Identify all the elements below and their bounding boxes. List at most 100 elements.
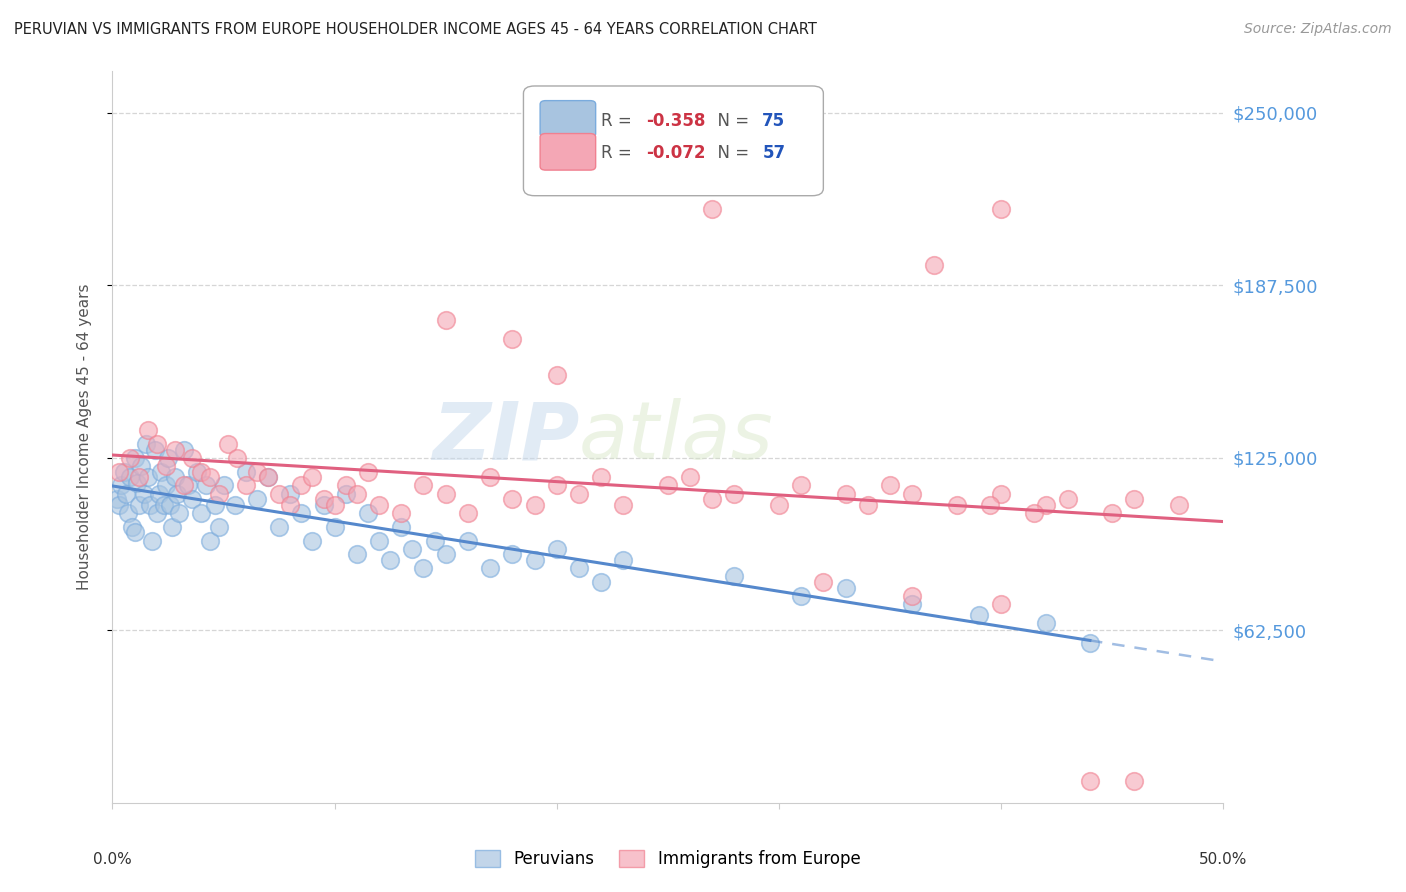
Text: 50.0%: 50.0% <box>1199 853 1247 868</box>
Point <box>173 478 195 492</box>
Point <box>612 498 634 512</box>
Point <box>1078 636 1101 650</box>
Point <box>200 470 222 484</box>
Point <box>679 470 702 484</box>
Text: -0.072: -0.072 <box>645 145 706 162</box>
Point <box>323 520 346 534</box>
Point <box>110 478 132 492</box>
Point <box>267 486 291 500</box>
Point <box>167 506 190 520</box>
Point <box>1101 506 1123 520</box>
Point <box>190 465 212 479</box>
Text: N =: N = <box>707 112 754 130</box>
Point <box>412 478 434 492</box>
Point <box>208 520 231 534</box>
Point <box>157 450 180 465</box>
Point <box>108 465 131 479</box>
Point <box>224 498 246 512</box>
Point <box>546 368 568 382</box>
Point <box>945 498 967 512</box>
Point <box>501 492 523 507</box>
Point <box>312 492 335 507</box>
Point <box>155 458 177 473</box>
Point <box>335 478 357 492</box>
Point <box>357 465 380 479</box>
FancyBboxPatch shape <box>540 134 596 170</box>
Point <box>434 486 457 500</box>
Point <box>389 520 412 534</box>
Point <box>131 458 153 473</box>
Point <box>235 465 257 479</box>
Point <box>1056 492 1078 507</box>
Point <box>879 478 901 492</box>
Point <box>1024 506 1046 520</box>
Point <box>173 442 195 457</box>
Point <box>146 437 169 451</box>
Point <box>834 486 856 500</box>
Point <box>120 450 142 465</box>
Point <box>423 533 446 548</box>
Text: atlas: atlas <box>579 398 773 476</box>
Point <box>346 486 368 500</box>
Point <box>924 258 946 272</box>
Point <box>501 332 523 346</box>
Text: ZIP: ZIP <box>432 398 579 476</box>
Point <box>235 478 257 492</box>
Point <box>112 465 135 479</box>
Point <box>380 553 402 567</box>
Legend: Peruvians, Immigrants from Europe: Peruvians, Immigrants from Europe <box>468 844 868 875</box>
Point <box>568 561 591 575</box>
Point <box>114 486 136 500</box>
Point <box>125 475 148 490</box>
Text: 57: 57 <box>762 145 786 162</box>
Point <box>146 506 169 520</box>
Point <box>979 498 1001 512</box>
Point <box>457 533 479 548</box>
Point <box>434 312 457 326</box>
Point <box>278 498 301 512</box>
Point <box>990 486 1012 500</box>
Point <box>267 520 291 534</box>
Point <box>117 506 139 520</box>
Text: Source: ZipAtlas.com: Source: ZipAtlas.com <box>1244 22 1392 37</box>
Point <box>132 486 155 500</box>
Point <box>143 442 166 457</box>
Point <box>412 561 434 575</box>
Point <box>301 533 323 548</box>
Point <box>108 498 131 512</box>
Point <box>901 486 924 500</box>
Point <box>546 478 568 492</box>
Point <box>124 525 146 540</box>
Point <box>335 486 357 500</box>
Point <box>1078 773 1101 788</box>
Point <box>1035 616 1057 631</box>
Point <box>1167 498 1189 512</box>
Point <box>121 520 143 534</box>
Point <box>212 478 235 492</box>
Point <box>150 465 173 479</box>
Point <box>257 470 280 484</box>
Point <box>166 486 188 500</box>
Point <box>246 465 269 479</box>
Point <box>217 437 239 451</box>
Point <box>657 478 679 492</box>
Text: N =: N = <box>707 145 754 162</box>
Point <box>702 492 724 507</box>
Point <box>768 498 790 512</box>
Point <box>190 506 212 520</box>
Text: R =: R = <box>602 145 637 162</box>
Point <box>301 470 323 484</box>
Point <box>723 569 745 583</box>
Point <box>152 498 174 512</box>
Point <box>1123 492 1146 507</box>
Text: R =: R = <box>602 112 637 130</box>
Point <box>834 581 856 595</box>
Point <box>225 450 247 465</box>
Text: PERUVIAN VS IMMIGRANTS FROM EUROPE HOUSEHOLDER INCOME AGES 45 - 64 YEARS CORRELA: PERUVIAN VS IMMIGRANTS FROM EUROPE HOUSE… <box>14 22 817 37</box>
Point <box>290 506 312 520</box>
Text: 0.0%: 0.0% <box>93 853 132 868</box>
Point <box>357 506 380 520</box>
Point <box>136 423 159 437</box>
Point <box>546 541 568 556</box>
Point <box>1035 498 1057 512</box>
